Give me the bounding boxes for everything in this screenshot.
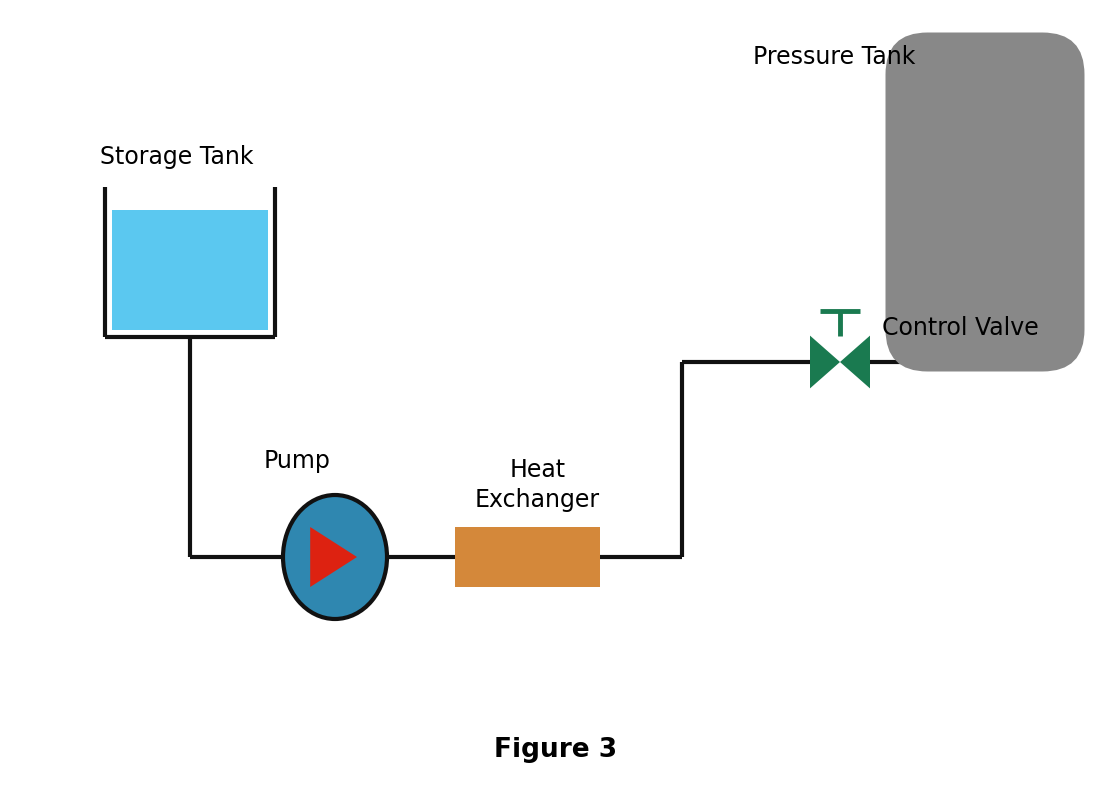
- Text: Control Valve: Control Valve: [881, 316, 1038, 340]
- Bar: [112, 210, 268, 330]
- FancyBboxPatch shape: [886, 32, 1084, 371]
- Text: Pump: Pump: [264, 449, 331, 473]
- Text: Pressure Tank: Pressure Tank: [754, 45, 916, 70]
- Text: Storage Tank: Storage Tank: [100, 145, 254, 169]
- Text: Figure 3: Figure 3: [494, 737, 618, 763]
- Polygon shape: [840, 336, 870, 388]
- Bar: [455, 527, 600, 587]
- Text: Heat
Exchanger: Heat Exchanger: [475, 459, 600, 512]
- Polygon shape: [810, 336, 840, 388]
- Ellipse shape: [283, 495, 387, 619]
- Polygon shape: [311, 527, 357, 587]
